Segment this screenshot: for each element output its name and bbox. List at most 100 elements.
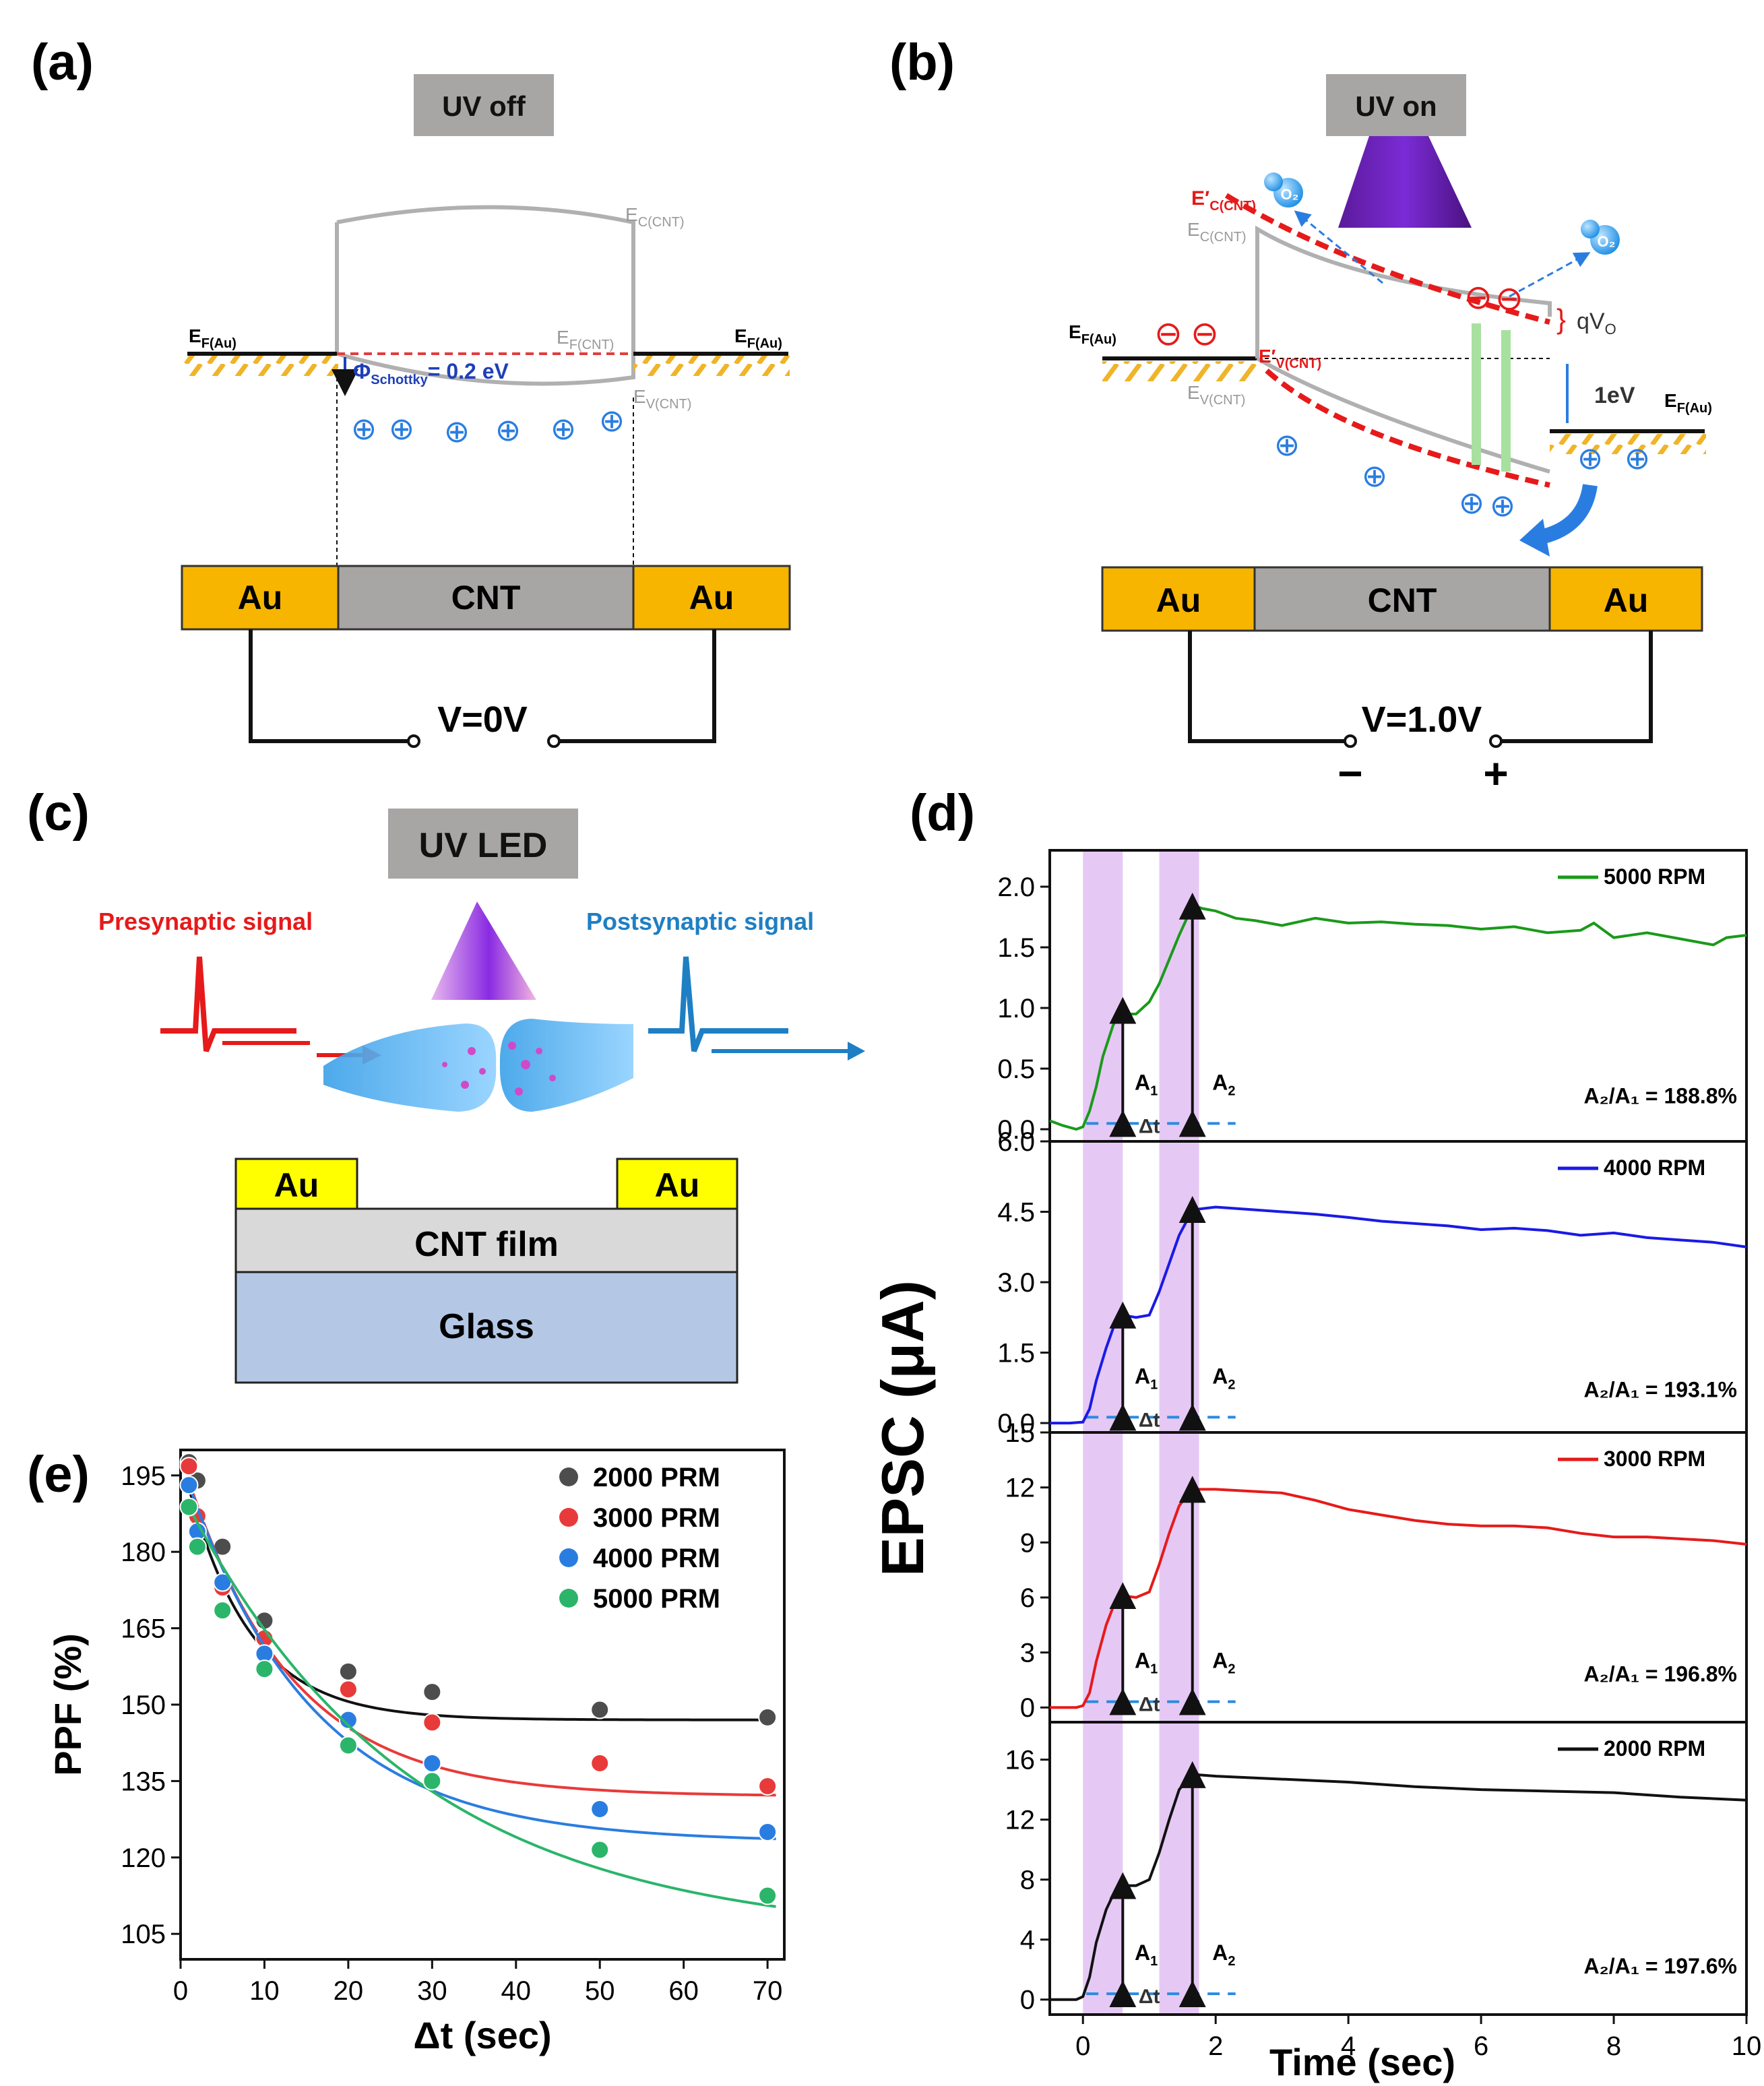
au-right-block <box>632 565 791 631</box>
ppf-point <box>179 1497 199 1517</box>
one-ev-label: 1eV <box>1594 383 1635 408</box>
ppf-point <box>758 1776 778 1796</box>
y-tick-label: 3.0 <box>997 1268 1035 1298</box>
y-tick-label: 4 <box>1020 1926 1035 1955</box>
fit-curve <box>187 1480 776 1797</box>
cnt-text-b: CNT <box>1368 581 1437 619</box>
legend-marker <box>559 1508 578 1527</box>
dt-label: Δt <box>1139 1115 1160 1137</box>
ratio-label: A₂/A₁ = 196.8% <box>1583 1662 1737 1686</box>
qv-brace: } <box>1556 303 1566 335</box>
y-tick-label: 12 <box>1005 1474 1036 1503</box>
x-tick-label: 10 <box>249 1976 280 2006</box>
hatch-left-b <box>1102 361 1259 381</box>
epsc-ylabel: EPSC (μA) <box>869 1280 936 1577</box>
uv-pulse-band <box>1083 1432 1123 1722</box>
y-tick-label: 180 <box>121 1538 166 1567</box>
ef-cnt-label: EF(CNT) <box>557 327 614 352</box>
ppf-point <box>179 1476 199 1495</box>
a1-label: A1 <box>1135 1070 1158 1098</box>
ppf-point <box>213 1601 232 1620</box>
y-tick-label: 105 <box>121 1920 166 1949</box>
trap-bar <box>1501 330 1511 472</box>
hole: ⊕ <box>550 411 577 446</box>
legend-label: 4000 RPM <box>1604 1156 1705 1180</box>
epsc-series-line <box>1049 904 1747 1131</box>
y-tick-label: 1.5 <box>997 1339 1035 1368</box>
panel-c: (c) UV LED Presynaptic signal Postsynapt… <box>27 784 865 1384</box>
hole: ⊕ <box>599 403 625 438</box>
a2-label: A2 <box>1212 1364 1235 1392</box>
uv-on-label: UV on <box>1355 90 1437 122</box>
epsc-series-line <box>1050 1205 1747 1425</box>
hatch-right-b <box>1550 434 1706 454</box>
hole: ⊕ <box>444 414 470 449</box>
plus-sign: + <box>1483 749 1508 798</box>
uv-pulse-band <box>1083 850 1123 1141</box>
hole: ⊕ <box>495 412 522 447</box>
legend-marker <box>559 1548 578 1567</box>
ppf-ylabel: PPF (%) <box>46 1633 89 1776</box>
o2-arrow <box>1509 252 1591 298</box>
ppf-point <box>338 1710 358 1730</box>
hatch-right <box>633 356 790 376</box>
legend-label: 2000 PRM <box>593 1463 720 1492</box>
terminal <box>547 734 561 748</box>
y-tick-label: 15 <box>1005 1418 1036 1448</box>
minus-sign: − <box>1337 749 1362 798</box>
holes-a: ⊕ ⊕ ⊕ ⊕ ⊕ ⊕ <box>351 403 625 449</box>
legend-marker <box>559 1589 578 1608</box>
au-left-text: Au <box>238 579 283 617</box>
uv-pulse-band <box>1083 1141 1123 1432</box>
ef-au-right-label: EF(Au) <box>734 325 782 351</box>
x-tick-label: 70 <box>753 1976 783 2006</box>
hatch-left <box>182 356 338 376</box>
ppf-point <box>422 1771 442 1791</box>
circuit-left <box>249 629 408 743</box>
ppf-point <box>255 1660 274 1679</box>
glass-layer <box>234 1271 738 1384</box>
o2-text: O₂ <box>1598 233 1616 250</box>
ppf-chart: 105 120 135 150 165 180 195 0 10 20 30 40 50 60 70 PPF … <box>46 1449 786 2056</box>
y-tick-label: 150 <box>121 1690 166 1720</box>
ec-band-b <box>1255 225 1552 358</box>
y-tick-label: 2.0 <box>997 873 1035 902</box>
legend-label: 2000 RPM <box>1604 1736 1705 1761</box>
o2-molecule <box>1581 220 1600 239</box>
ef-au-right-b-label: EF(Au) <box>1664 390 1712 416</box>
ev-prime-b <box>1265 369 1550 488</box>
ppf-point <box>758 1823 778 1841</box>
o2-arrow <box>1294 210 1383 284</box>
y-tick-label: 0 <box>1020 1986 1035 2015</box>
au-right-text: Au <box>689 579 734 617</box>
y-tick-label: 8 <box>1020 1866 1035 1895</box>
electrons-b: ⊖ ⊖ ⊖ ⊖ <box>1154 278 1523 352</box>
circuit-left-b <box>1188 631 1345 743</box>
ppf-point <box>422 1713 442 1732</box>
uv-led-box <box>388 809 578 879</box>
uv-off-box <box>414 74 554 136</box>
y-tick-label: 0.0 <box>997 1409 1035 1439</box>
post-spike <box>648 956 788 1052</box>
y-tick-label: 165 <box>121 1614 166 1644</box>
electron: ⊖ <box>1191 315 1219 352</box>
x-tick-label: 4 <box>1341 2031 1356 2061</box>
hole: ⊕ <box>1362 458 1388 493</box>
x-tick-label: 8 <box>1606 2031 1621 2061</box>
qv-label: qVO <box>1577 309 1616 338</box>
ppf-point <box>590 1799 610 1819</box>
a2-label: A2 <box>1212 1940 1235 1969</box>
a2-label: A2 <box>1212 1070 1235 1098</box>
ev-cnt-label: EV(CNT) <box>633 386 691 412</box>
uv-led-label: UV LED <box>419 826 548 865</box>
ppf-point <box>338 1736 358 1755</box>
au-right-pad-text: Au <box>655 1166 700 1204</box>
ppf-point <box>179 1457 199 1476</box>
y-tick-label: 135 <box>121 1767 166 1796</box>
postsynaptic-label: Postsynaptic signal <box>586 908 814 935</box>
y-tick-label: 0 <box>1020 1693 1035 1723</box>
a1-label: A1 <box>1135 1364 1158 1392</box>
hole-flow-arrowhead <box>1519 519 1550 557</box>
panel-e: (e) 105 120 135 150 165 180 195 0 10 20 30 40 50 60 70… <box>27 1446 786 2056</box>
legend-label: 4000 PRM <box>593 1544 720 1573</box>
